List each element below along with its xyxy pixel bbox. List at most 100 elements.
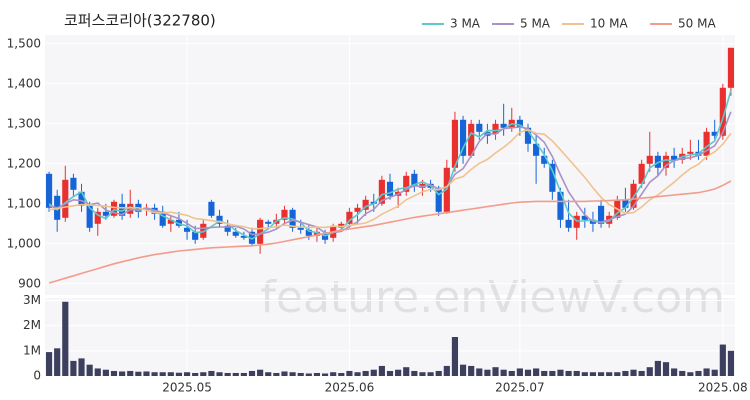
volume-bar bbox=[354, 372, 361, 376]
volume-bar bbox=[151, 372, 158, 376]
candle-body bbox=[549, 163, 556, 192]
volume-bar bbox=[395, 369, 402, 376]
volume-bar bbox=[711, 369, 718, 376]
candle-body bbox=[386, 181, 394, 196]
volume-bar bbox=[606, 372, 613, 376]
candle-body bbox=[459, 119, 467, 156]
volume-bar bbox=[78, 358, 85, 376]
volume-bar bbox=[476, 368, 483, 376]
volume-bar bbox=[541, 370, 548, 376]
volume-bar bbox=[386, 370, 394, 376]
volume-bar bbox=[338, 372, 345, 376]
candle-body bbox=[127, 203, 134, 214]
volume-bar bbox=[54, 348, 61, 376]
x-tick-label: 2025.08 bbox=[698, 381, 748, 395]
candle-body bbox=[597, 205, 605, 224]
candle-body bbox=[240, 235, 247, 238]
candle-body bbox=[208, 201, 215, 216]
volume-bar bbox=[378, 365, 385, 376]
volume-bar bbox=[240, 372, 247, 376]
volume-bar bbox=[533, 368, 540, 376]
volume-bar bbox=[257, 369, 264, 376]
volume-bar bbox=[143, 371, 150, 376]
candle-body bbox=[687, 151, 694, 154]
candle-body bbox=[257, 219, 264, 244]
volume-bar bbox=[362, 370, 369, 376]
candle-body bbox=[533, 143, 540, 156]
volume-bar bbox=[492, 367, 499, 376]
y-tick-label: 900 bbox=[18, 276, 41, 290]
candle-body bbox=[78, 191, 85, 206]
volume-bar bbox=[192, 372, 199, 376]
volume-bar bbox=[175, 372, 183, 376]
volume-bar bbox=[102, 369, 109, 376]
volume-bar bbox=[508, 370, 515, 376]
volume-bar bbox=[671, 368, 678, 376]
volume-tick-label: 2M bbox=[23, 318, 41, 332]
y-tick-label: 1,300 bbox=[7, 116, 41, 130]
volume-bar bbox=[443, 365, 450, 376]
volume-bar bbox=[110, 370, 118, 376]
legend-label: 5 MA bbox=[520, 17, 551, 31]
volume-bar bbox=[45, 352, 53, 376]
volume-bar bbox=[573, 370, 580, 376]
volume-bar bbox=[695, 370, 702, 376]
volume-bar bbox=[679, 370, 686, 376]
volume-bar bbox=[687, 372, 694, 376]
candle-body bbox=[119, 203, 126, 216]
volume-bar bbox=[638, 370, 645, 376]
volume-bar bbox=[200, 372, 207, 376]
candle-body bbox=[581, 215, 588, 220]
candle-body bbox=[638, 163, 645, 184]
volume-bar bbox=[581, 372, 588, 376]
volume-bar bbox=[459, 364, 467, 376]
candle-body bbox=[94, 211, 101, 224]
candle-body bbox=[354, 207, 361, 212]
volume-bar bbox=[622, 370, 629, 376]
candle-body bbox=[102, 211, 109, 216]
candle-body bbox=[671, 155, 678, 160]
candle-body bbox=[451, 119, 459, 168]
volume-plot-area bbox=[45, 298, 735, 376]
legend-label: 50 MA bbox=[678, 17, 716, 31]
y-tick-label: 1,000 bbox=[7, 236, 41, 250]
volume-bar bbox=[183, 372, 191, 376]
volume-bar bbox=[435, 370, 442, 376]
volume-bar bbox=[167, 372, 174, 376]
volume-bar bbox=[370, 369, 377, 376]
ma-line bbox=[48, 180, 732, 284]
ma-line bbox=[48, 128, 732, 230]
volume-bar bbox=[646, 367, 653, 376]
y-tick-label: 1,400 bbox=[7, 76, 41, 90]
candle-body bbox=[86, 205, 93, 228]
candle-body bbox=[167, 219, 174, 224]
volume-bar bbox=[119, 371, 126, 376]
volume-bar bbox=[321, 373, 329, 376]
candle-body bbox=[541, 155, 548, 164]
candle-body bbox=[516, 119, 523, 128]
candle-body bbox=[224, 225, 231, 232]
volume-bar bbox=[70, 360, 77, 376]
volume-bar bbox=[411, 370, 418, 376]
y-tick-label: 1,500 bbox=[7, 36, 41, 50]
volume-bar bbox=[468, 365, 475, 376]
chart-title: 코퍼스코리아(322780) bbox=[64, 12, 216, 30]
ma-line bbox=[48, 90, 732, 240]
candle-body bbox=[711, 131, 718, 136]
candle-body bbox=[362, 199, 369, 210]
candle-body bbox=[192, 231, 199, 240]
price-plot-area bbox=[45, 35, 735, 295]
volume-bar bbox=[557, 369, 564, 376]
candle-body bbox=[492, 123, 499, 134]
volume-bar bbox=[135, 371, 142, 376]
volume-bar bbox=[630, 369, 637, 376]
volume-bar bbox=[94, 368, 101, 376]
volume-bar bbox=[549, 370, 556, 376]
x-tick-label: 2025.06 bbox=[325, 381, 375, 395]
candle-body bbox=[468, 123, 475, 156]
volume-bar bbox=[305, 373, 312, 376]
candle-body bbox=[305, 229, 312, 236]
volume-bar bbox=[484, 369, 491, 376]
candle-body bbox=[622, 199, 629, 208]
volume-bar bbox=[703, 368, 710, 376]
